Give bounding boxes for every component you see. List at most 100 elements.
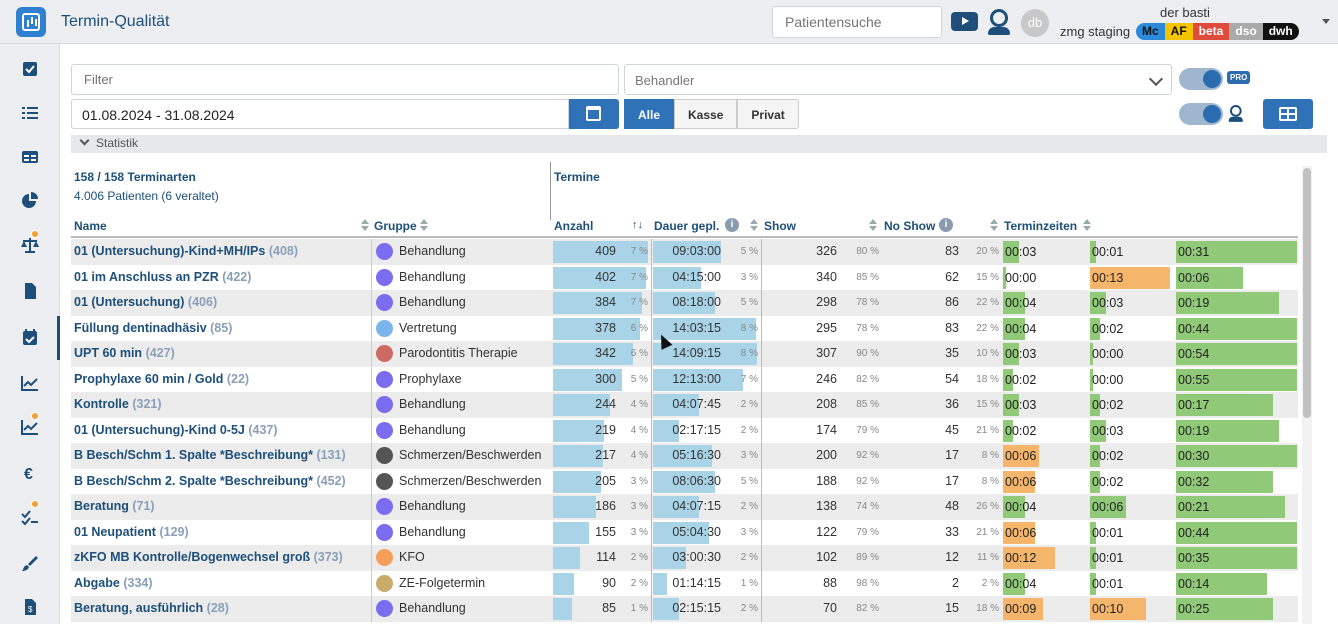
sort-icon[interactable] [1083, 219, 1091, 231]
anzahl-bar [553, 496, 596, 518]
noshow-pct: 22 % [976, 322, 999, 334]
table-icon[interactable] [20, 148, 40, 166]
table-row[interactable]: 01 (Untersuchung) (406) Behandlung 384 7 % 0… [71, 290, 1298, 316]
info-icon[interactable]: i [725, 218, 739, 232]
sort-icon[interactable] [990, 219, 998, 231]
table-row[interactable]: Beratung, ausführlich (28) Behandlung 85 1 … [71, 596, 1298, 622]
app-logo-icon[interactable] [16, 7, 46, 37]
support-agent-icon[interactable] [987, 9, 1011, 35]
checklist-icon[interactable] [20, 508, 40, 526]
table-row[interactable]: Kontrolle (321) Behandlung 244 4 % 04:07:45 2… [71, 392, 1298, 418]
balance-scale-icon[interactable] [20, 236, 40, 254]
terminzeit-bar [1176, 343, 1297, 365]
row-name[interactable]: 01 Neupatient (129) [74, 520, 189, 546]
table-row[interactable]: 01 Neupatient (129) Behandlung 155 3 % 05:04… [71, 519, 1298, 546]
table-row[interactable]: Beratung (71) Behandlung 186 3 % 04:07:15 2 %… [71, 494, 1298, 520]
group-color-icon [376, 345, 393, 363]
anzahl-value: 342 [595, 346, 616, 360]
table-row[interactable]: 01 im Anschluss an PZR (422) Behandlung 40… [71, 264, 1298, 291]
row-name[interactable]: zKFO MB Kontrolle/Bogenwechsel groß (373… [74, 545, 343, 571]
invoice-icon[interactable]: $ [20, 598, 40, 616]
terminzeit-bar [1090, 445, 1100, 467]
pie-chart-icon[interactable] [20, 192, 40, 210]
terminzeit-value: 00:10 [1092, 602, 1124, 616]
row-name[interactable]: Abgabe (334) [74, 571, 153, 597]
row-name[interactable]: 01 im Anschluss an PZR (422) [74, 265, 251, 291]
sort-icon[interactable] [869, 219, 877, 231]
table-view-button[interactable] [1263, 99, 1313, 129]
brush-icon[interactable] [20, 554, 40, 572]
pro-toggle[interactable] [1179, 68, 1223, 90]
row-name[interactable]: B Besch/Schm 2. Spalte *Beschreibung* (4… [74, 469, 346, 495]
terminzeit-bar [1176, 292, 1279, 314]
sort-icon[interactable] [420, 219, 428, 231]
col-gruppe[interactable]: Gruppe [374, 219, 417, 233]
dauer-bar [653, 317, 756, 340]
patient-search-input[interactable] [772, 6, 942, 38]
terminzeit-value: 00:35 [1178, 551, 1210, 565]
scrollbar[interactable] [1302, 166, 1312, 624]
user-menu-caret-icon[interactable] [1322, 19, 1330, 24]
row-name[interactable]: Beratung (71) [74, 494, 155, 520]
sort-icon[interactable] [750, 219, 758, 231]
row-name[interactable]: 01 (Untersuchung) (406) [74, 290, 217, 316]
dauer-value: 02:17:15 [672, 422, 721, 437]
support-toggle[interactable] [1179, 103, 1223, 125]
anzahl-bar [553, 445, 603, 467]
table-row[interactable]: Prophylaxe 60 min / Gold (22) Prophylaxe 3… [71, 366, 1298, 393]
divider [651, 341, 652, 367]
terminzeit-cell: 00:13 [1090, 266, 1170, 289]
behandler-select[interactable]: Behandler [624, 64, 1172, 95]
col-dauer[interactable]: Dauer gepl. [654, 219, 720, 233]
dauer-bar [653, 241, 721, 263]
table-row[interactable]: 01 (Untersuchung)-Kind+MH/IPs (408) Behan… [71, 239, 1298, 265]
segment-privat[interactable]: Privat [737, 99, 799, 129]
table-row[interactable]: Füllung dentinadhäsiv (85) Vertretung 378 6… [71, 315, 1298, 342]
table-row[interactable]: UPT 60 min (427) Parodontitis Therapie 342… [71, 341, 1298, 367]
terminzeit-value: 00:01 [1092, 576, 1124, 591]
calendar-button[interactable] [569, 99, 619, 129]
col-show[interactable]: Show [764, 219, 796, 233]
anzahl-pct: 3 % [630, 501, 648, 512]
sort-icon[interactable] [361, 219, 369, 231]
list-icon[interactable] [20, 104, 40, 122]
line-chart-icon[interactable] [20, 374, 40, 392]
terminzeit-bar [1090, 496, 1126, 518]
scrollbar-thumb[interactable] [1303, 168, 1311, 418]
row-name[interactable]: B Besch/Schm 1. Spalte *Beschreibung* (1… [74, 443, 346, 469]
table-row[interactable]: 01 (Untersuchung)-Kind 0-5J (437) Behandl… [71, 417, 1298, 444]
row-name[interactable]: 01 (Untersuchung)-Kind+MH/IPs (408) [74, 239, 298, 265]
date-range-field[interactable]: 01.08.2024 - 31.08.2024 [71, 99, 569, 129]
segment-alle[interactable]: Alle [624, 99, 675, 129]
col-noshow[interactable]: No Show [884, 219, 936, 233]
terminzeit-cell: 00:04 [1003, 317, 1083, 340]
anzahl-bar [553, 470, 601, 493]
row-name[interactable]: 01 (Untersuchung)-Kind 0-5J (437) [74, 418, 278, 444]
info-icon[interactable]: i [939, 218, 953, 232]
row-name[interactable]: Prophylaxe 60 min / Gold (22) [74, 367, 249, 393]
avatar[interactable]: db [1021, 9, 1049, 37]
sort-asc-icon[interactable]: ↑↓ [632, 219, 643, 231]
line-chart-badge-icon[interactable] [20, 418, 40, 436]
statistik-toggle[interactable]: Statistik [71, 135, 1327, 153]
col-name[interactable]: Name [74, 219, 107, 233]
play-video-icon[interactable] [951, 12, 978, 31]
calendar-check-icon[interactable] [20, 328, 40, 346]
row-name[interactable]: Kontrolle (321) [74, 392, 162, 418]
filter-input[interactable] [71, 64, 619, 95]
table-row[interactable]: B Besch/Schm 2. Spalte *Beschreibung* (4… [71, 468, 1298, 495]
terminzeit-cell: 00:32 [1176, 470, 1297, 493]
table-row[interactable]: B Besch/Schm 1. Spalte *Beschreibung* (1… [71, 443, 1298, 469]
segment-kasse[interactable]: Kasse [674, 99, 738, 129]
table-row[interactable]: Abgabe (334) ZE-Folgetermin 90 2 % 01:14:15 1… [71, 570, 1298, 597]
row-name[interactable]: UPT 60 min (427) [74, 341, 175, 367]
row-name[interactable]: Beratung, ausführlich (28) [74, 596, 229, 622]
col-anzahl[interactable]: Anzahl [554, 219, 594, 233]
euro-icon[interactable]: € [20, 464, 40, 482]
row-name[interactable]: Füllung dentinadhäsiv (85) [74, 316, 232, 342]
checkbox-icon[interactable] [20, 60, 40, 78]
table-row[interactable]: zKFO MB Kontrolle/Bogenwechsel groß (373… [71, 545, 1298, 571]
insurance-segment: Alle Kasse Privat [624, 99, 799, 129]
col-terminzeiten[interactable]: Terminzeiten [1004, 219, 1078, 233]
document-icon[interactable] [20, 282, 40, 300]
